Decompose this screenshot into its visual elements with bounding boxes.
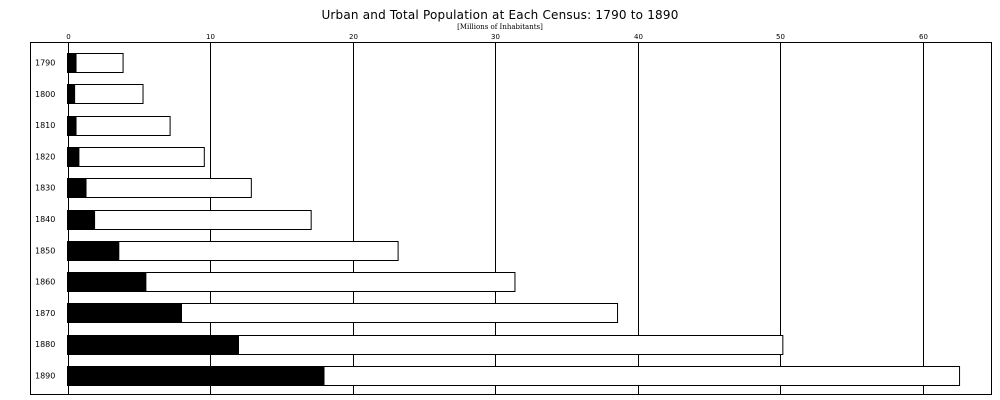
x-axis-ticks: 0 10 20 30 40 50 60 — [66, 33, 928, 41]
y-category-label: 1860 — [35, 278, 55, 287]
bar-urban-1890 — [67, 366, 325, 386]
x-tick-label: 10 — [206, 33, 215, 41]
chart-title: Urban and Total Population at Each Censu… — [321, 8, 679, 22]
bar-total-1830 — [67, 178, 252, 198]
x-tick-label: 60 — [919, 33, 928, 41]
bars — [67, 53, 961, 386]
y-category-label: 1840 — [35, 215, 55, 224]
x-tick-label: 50 — [776, 33, 785, 41]
y-category-label: 1820 — [35, 152, 55, 161]
y-category-label: 1890 — [35, 372, 55, 381]
bar-urban-1870 — [67, 303, 182, 323]
bar-urban-1840 — [67, 210, 96, 230]
bar-total-1810 — [67, 116, 171, 136]
x-tick-label: 30 — [491, 33, 500, 41]
plot-frame — [30, 42, 992, 395]
bar-urban-1880 — [67, 335, 239, 355]
bar-urban-1810 — [67, 116, 77, 136]
bar-urban-1830 — [67, 178, 87, 198]
bar-total-1840 — [67, 210, 312, 230]
bar-urban-1800 — [67, 84, 76, 104]
x-tick-label: 20 — [349, 33, 358, 41]
bar-urban-1790 — [67, 53, 77, 73]
y-category-label: 1810 — [35, 121, 55, 130]
bar-urban-1860 — [67, 272, 147, 292]
chart-subtitle: [Millions of Inhabitants] — [457, 23, 543, 31]
x-tick-label: 0 — [66, 33, 70, 41]
y-category-label: 1850 — [35, 246, 55, 255]
y-category-label: 1790 — [35, 59, 55, 68]
y-category-label: 1880 — [35, 340, 55, 349]
y-axis-categories: 1790 1800 1810 1820 1830 1840 1850 1860 1870 1880… — [35, 59, 55, 381]
bar-urban-1820 — [67, 147, 80, 167]
bar-total-1800 — [67, 84, 144, 104]
bar-total-1820 — [67, 147, 205, 167]
y-category-label: 1870 — [35, 309, 55, 318]
y-category-label: 1800 — [35, 90, 55, 99]
bar-urban-1850 — [67, 241, 120, 261]
y-category-label: 1830 — [35, 184, 55, 193]
x-tick-label: 40 — [634, 33, 643, 41]
